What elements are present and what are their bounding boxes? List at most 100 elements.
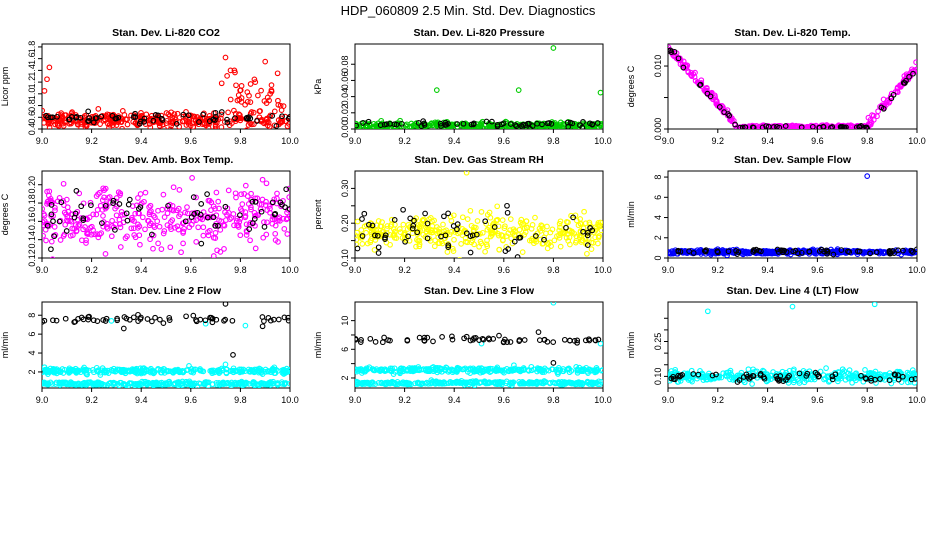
point-primary bbox=[500, 237, 506, 243]
point-primary bbox=[582, 220, 589, 227]
point-primary bbox=[60, 233, 67, 239]
x-tick-label: 10.0 bbox=[594, 395, 612, 405]
point-primary bbox=[444, 249, 451, 255]
point-primary bbox=[267, 205, 273, 212]
point-black bbox=[144, 316, 151, 322]
point-black bbox=[829, 376, 836, 383]
point-black bbox=[275, 316, 282, 323]
point-primary bbox=[360, 122, 366, 129]
point-black bbox=[404, 337, 411, 343]
point-cyan-upper bbox=[554, 369, 561, 376]
point-cyan-lower bbox=[405, 380, 411, 386]
y-tick-label: 8 bbox=[653, 175, 663, 180]
point-primary bbox=[590, 240, 596, 246]
point-primary bbox=[222, 54, 229, 61]
point-primary bbox=[796, 378, 802, 384]
point-primary bbox=[272, 230, 279, 237]
point-primary bbox=[231, 222, 237, 229]
point-cyan-lower bbox=[570, 380, 577, 387]
point-primary bbox=[158, 246, 165, 252]
panel-temp: Stan. Dev. Li-820 Temp.9.0 9.2 9.4 9.6 9.8 10… bbox=[626, 27, 926, 146]
point-cyan-upper bbox=[99, 365, 106, 371]
x-tick-label: 9.8 bbox=[861, 395, 874, 405]
point-primary bbox=[459, 232, 466, 238]
point-black bbox=[366, 221, 372, 228]
point-black bbox=[258, 208, 265, 215]
x-tick-label: 10.0 bbox=[908, 136, 926, 146]
point-black bbox=[680, 64, 687, 71]
point-primary bbox=[420, 218, 427, 224]
point-black bbox=[733, 248, 739, 254]
point-black bbox=[441, 213, 447, 220]
point-black bbox=[906, 74, 912, 80]
point-cyan-upper bbox=[119, 367, 125, 373]
point-black bbox=[229, 317, 236, 324]
point-black bbox=[910, 70, 916, 77]
x-tick-label: 9.0 bbox=[349, 265, 362, 275]
point-black bbox=[375, 244, 382, 251]
point-black bbox=[110, 200, 116, 206]
point-primary bbox=[205, 229, 211, 235]
point-black bbox=[185, 112, 192, 119]
point-primary bbox=[234, 97, 241, 104]
point-cyan-upper bbox=[279, 370, 286, 376]
point-cyan-upper bbox=[464, 369, 471, 375]
point-primary bbox=[217, 227, 224, 233]
point-black bbox=[736, 377, 743, 383]
point-primary bbox=[232, 69, 238, 76]
point-cyan-lower bbox=[449, 380, 455, 386]
point-cyan-upper bbox=[240, 366, 247, 373]
y-tick-label: 1.8 bbox=[27, 41, 37, 54]
point-black bbox=[829, 373, 836, 380]
x-tick-label: 9.0 bbox=[36, 136, 49, 146]
point-primary bbox=[431, 243, 438, 250]
y-axis-label: ml/min bbox=[0, 332, 10, 359]
point-primary bbox=[174, 223, 181, 230]
point-primary bbox=[464, 216, 471, 222]
data-points bbox=[42, 175, 290, 258]
point-cyan-lower bbox=[519, 380, 526, 387]
point-black bbox=[471, 120, 477, 127]
point-black bbox=[880, 105, 887, 112]
point-black bbox=[121, 314, 128, 320]
point-black bbox=[182, 218, 189, 225]
point-primary bbox=[248, 206, 254, 213]
point-primary bbox=[358, 227, 365, 233]
point-primary bbox=[142, 189, 149, 196]
y-tick-label: 0 bbox=[653, 255, 663, 260]
point-primary bbox=[836, 372, 842, 379]
point-black bbox=[355, 122, 359, 129]
point-black bbox=[561, 336, 568, 343]
point-black bbox=[529, 123, 536, 129]
point-black bbox=[439, 334, 445, 340]
point-black bbox=[48, 246, 54, 253]
point-black bbox=[672, 376, 678, 383]
x-tick-label: 10.0 bbox=[281, 265, 299, 275]
point-black bbox=[584, 232, 591, 239]
point-cyan-upper bbox=[83, 367, 90, 373]
point-primary bbox=[225, 210, 232, 216]
point-black bbox=[141, 115, 148, 122]
y-tick-label: 2 bbox=[653, 235, 663, 240]
point-primary bbox=[246, 92, 252, 99]
point-primary bbox=[723, 370, 730, 376]
point-black bbox=[62, 315, 69, 322]
point-black bbox=[102, 318, 109, 324]
point-cyan-upper bbox=[372, 367, 378, 374]
point-black bbox=[726, 112, 733, 119]
point-primary bbox=[167, 244, 174, 251]
point-cyan-upper bbox=[262, 366, 269, 373]
point-primary bbox=[400, 221, 407, 228]
panel-title: Stan. Dev. Gas Stream RH bbox=[414, 154, 543, 166]
point-cyan-upper bbox=[435, 367, 441, 373]
point-black bbox=[166, 317, 173, 323]
point-black bbox=[50, 317, 56, 324]
point-black bbox=[393, 121, 400, 128]
point-black bbox=[71, 214, 78, 221]
point-cyan-lower bbox=[42, 364, 48, 371]
point-black bbox=[58, 199, 65, 206]
point-primary bbox=[96, 231, 103, 238]
point-primary bbox=[557, 218, 564, 225]
point-primary bbox=[218, 80, 225, 87]
point-primary bbox=[266, 97, 272, 104]
